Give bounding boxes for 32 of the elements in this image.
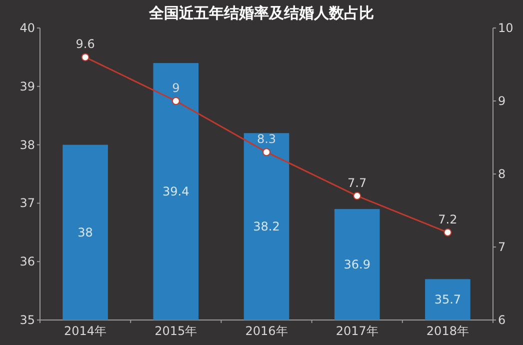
x-tick-label: 2016年 [245, 324, 288, 338]
y-tick-label: 40 [20, 21, 35, 35]
data-label: 8.3 [256, 132, 276, 146]
point [262, 148, 270, 156]
y-tick-label: 36 [20, 254, 35, 269]
y2-tick-label: 8 [498, 167, 506, 181]
data-label: 9 [172, 81, 180, 95]
data-label: 35.7 [434, 292, 462, 307]
x-tick-label: 2015年 [154, 324, 198, 338]
point [172, 97, 180, 105]
y2-tick-label: 10 [498, 21, 514, 35]
point [444, 228, 452, 236]
point [81, 53, 90, 62]
point [353, 192, 362, 200]
x-tick-label: 2014年 [64, 324, 107, 338]
data-label: 7.7 [348, 176, 367, 190]
y-tick-label: 38 [20, 138, 35, 152]
chart-title: 全国近五年结婚率及结婚人数占比 [148, 4, 374, 22]
data-label: 39.4 [162, 184, 190, 199]
x-tick-label: 2017年 [336, 324, 378, 338]
data-label: 38 [78, 225, 93, 240]
y2-tick-label: 9 [498, 94, 506, 108]
data-label: 38.2 [253, 220, 280, 234]
data-label: 9.6 [76, 37, 95, 52]
data-label: 7.2 [438, 212, 458, 226]
y-tick-label: 35 [20, 313, 35, 327]
y2-tick-label: 6 [498, 313, 506, 327]
data-label: 36.9 [344, 258, 370, 272]
y2-tick-label: 7 [498, 240, 506, 254]
y-tick-label: 39 [20, 79, 35, 94]
x-tick-label: 2018年 [426, 324, 469, 338]
y-tick-label: 37 [20, 196, 35, 210]
